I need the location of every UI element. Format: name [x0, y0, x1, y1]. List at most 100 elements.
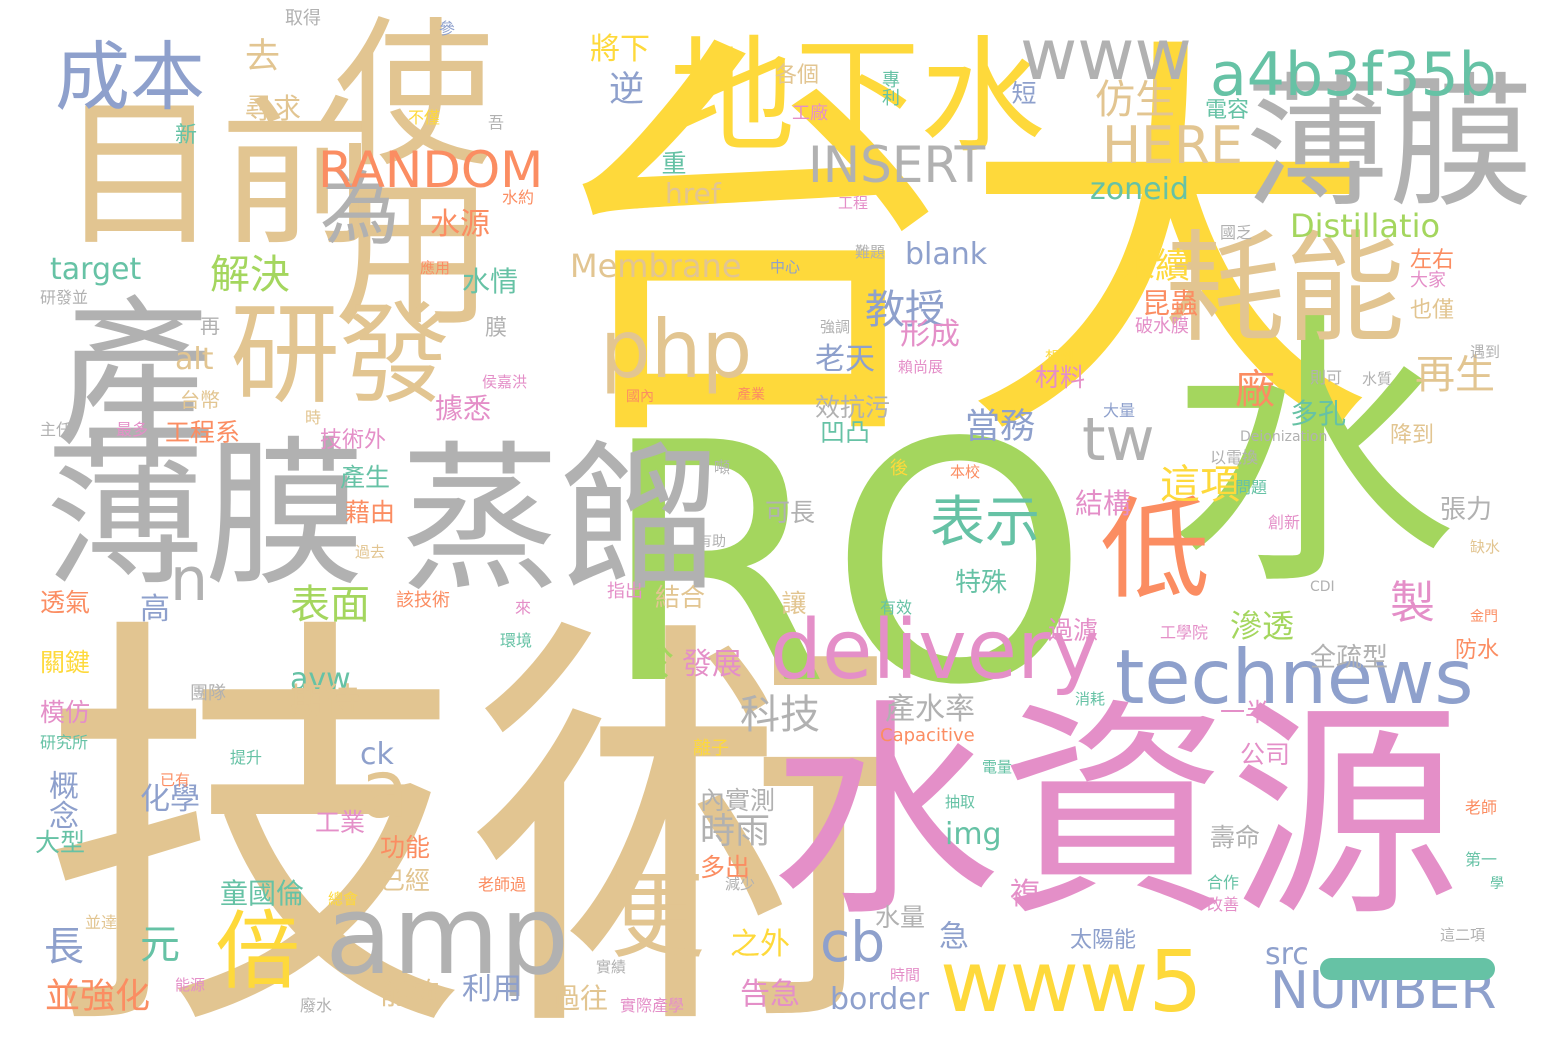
- cloud-word: 降到: [1390, 423, 1435, 448]
- cloud-word: 複: [1010, 877, 1040, 912]
- cloud-word: 關鍵: [40, 648, 91, 677]
- cloud-word: 全疏型: [1310, 643, 1389, 673]
- cloud-word: 最多: [116, 420, 149, 439]
- cloud-word: 據悉: [435, 392, 492, 425]
- cloud-word: 結合: [655, 583, 706, 612]
- cloud-word: 當務: [965, 407, 1036, 447]
- cloud-word: amp: [325, 871, 570, 999]
- cloud-word: 取得: [285, 8, 321, 29]
- cloud-word: 特殊: [955, 568, 1008, 598]
- cloud-word: 使用: [307, 10, 494, 330]
- cloud-word: 國乏: [1220, 223, 1253, 242]
- cloud-word: target: [50, 252, 142, 287]
- cloud-word: 大家: [1410, 270, 1446, 291]
- cloud-word: 壽命: [1210, 823, 1261, 852]
- cloud-word: 問題: [1235, 478, 1268, 497]
- cloud-word: 該技術: [396, 590, 450, 611]
- cloud-word: 產業: [737, 387, 765, 403]
- cloud-word: 金門: [1470, 609, 1498, 625]
- cloud-word: 尋求: [245, 92, 302, 125]
- cloud-word: 則可: [1310, 368, 1343, 387]
- cloud-word: 逆: [603, 70, 643, 105]
- cloud-word: 讓: [778, 590, 807, 615]
- cloud-word: 不僅: [408, 108, 441, 127]
- cloud-word: 創新: [1268, 513, 1301, 532]
- cloud-word: 工程系: [165, 418, 241, 447]
- cloud-word: cb: [820, 910, 886, 974]
- cloud-word: php: [600, 303, 753, 396]
- cloud-word: 水: [1117, 300, 1454, 590]
- cloud-word: 主任: [40, 420, 73, 439]
- cloud-word: 侯嘉洪: [482, 373, 528, 391]
- cloud-word: 噸: [714, 458, 731, 477]
- cloud-word: 廢水: [300, 996, 333, 1015]
- cloud-word: 工廠: [792, 103, 828, 124]
- cloud-word: 難題: [855, 243, 886, 261]
- cloud-word: 合作: [1207, 873, 1240, 892]
- cloud-word: INSERT: [808, 136, 986, 194]
- cloud-word: 來: [515, 598, 532, 617]
- cloud-word: a: [360, 743, 410, 836]
- cloud-word: 也僅: [1410, 298, 1455, 323]
- cloud-word: 遇到: [1470, 343, 1501, 361]
- cloud-word: 強調: [820, 318, 851, 336]
- cloud-word: 以電換: [1210, 448, 1259, 467]
- cloud-word: 過往: [552, 982, 609, 1015]
- cloud-word: 第一: [1465, 850, 1498, 869]
- cloud-word: 材料: [1035, 363, 1086, 392]
- cloud-word: 多出: [700, 853, 751, 882]
- cloud-word: avw: [290, 662, 351, 697]
- cloud-word: 減少: [725, 875, 756, 893]
- cloud-word: 本校: [950, 463, 981, 481]
- cloud-word: 老師過: [478, 875, 527, 894]
- cloud-word: tw: [1082, 405, 1155, 475]
- cloud-word: 這項: [1160, 462, 1240, 508]
- cloud-word: 表示: [930, 490, 1041, 554]
- cloud-word: 去: [245, 37, 281, 77]
- cloud-word: 水量: [875, 903, 926, 932]
- cloud-word: 電容: [1205, 98, 1250, 123]
- cloud-word: 解決: [210, 252, 290, 298]
- cloud-word: 童國倫: [220, 877, 305, 910]
- cloud-word: 中心: [770, 258, 801, 276]
- cloud-word: 團隊: [190, 683, 226, 704]
- cloud-word: 表面: [290, 582, 370, 628]
- cloud-word: 提升: [230, 748, 263, 767]
- cloud-word: 環境: [500, 631, 533, 650]
- cloud-word: 多孔: [1290, 397, 1347, 430]
- cloud-word: 將下: [590, 32, 650, 67]
- cloud-word: delivery: [770, 603, 1100, 698]
- cloud-word: 一半: [1220, 698, 1271, 727]
- cloud-word: 重: [658, 150, 687, 175]
- cloud-word: 研發: [230, 291, 450, 419]
- cloud-word: 消耗: [1075, 690, 1106, 708]
- cloud-word: 地下水: [670, 25, 1045, 170]
- cloud-word: 期待: [290, 682, 361, 722]
- cloud-word: 抽取: [945, 793, 976, 811]
- cloud-word: 新: [175, 123, 198, 148]
- cloud-word: 時: [305, 408, 322, 427]
- cloud-word: 大量: [1103, 401, 1136, 420]
- cloud-word: 可長: [765, 498, 816, 527]
- cloud-word: 低: [1100, 486, 1210, 614]
- cloud-word: 教授: [865, 287, 945, 333]
- cloud-word: 概念: [43, 770, 78, 830]
- cloud-word: 學: [1490, 876, 1504, 892]
- cloud-word: 參: [436, 20, 455, 36]
- cloud-word: 倍: [215, 903, 301, 1002]
- cloud-word: 左右: [1410, 248, 1455, 273]
- cloud-word: 老天: [815, 342, 875, 377]
- cloud-word: 能源: [175, 976, 206, 994]
- cloud-word: 工業: [315, 808, 366, 837]
- cloud-word: 時雨: [700, 812, 771, 852]
- cloud-word: 工學院: [1160, 623, 1209, 642]
- cloud-word: 為: [320, 163, 400, 256]
- cloud-word: 水質: [1362, 370, 1393, 388]
- cloud-word: 想到: [1045, 348, 1076, 366]
- cloud-word: 應用: [420, 259, 451, 277]
- cloud-word: 產生: [340, 463, 391, 492]
- cloud-word: 技術外: [320, 428, 387, 453]
- cloud-word: 實績: [596, 958, 627, 976]
- cloud-word: 水約: [502, 188, 535, 207]
